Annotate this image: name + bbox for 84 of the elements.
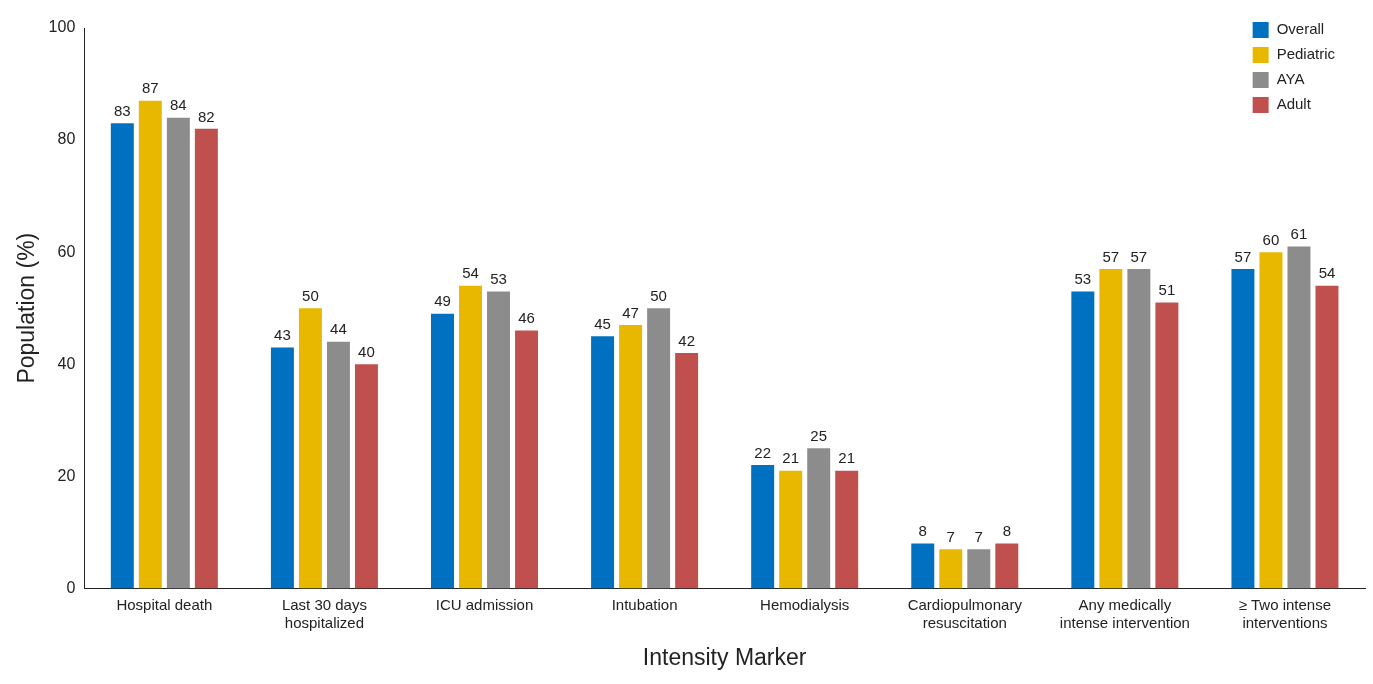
data-label: 53 bbox=[1074, 270, 1092, 288]
bar bbox=[166, 117, 190, 589]
bar bbox=[1259, 252, 1283, 589]
data-label: 21 bbox=[838, 449, 856, 467]
legend-label: AYA bbox=[1276, 70, 1305, 88]
data-label: 40 bbox=[358, 342, 375, 360]
bar bbox=[1071, 291, 1095, 589]
bar bbox=[939, 549, 963, 589]
bar bbox=[270, 347, 294, 589]
data-label: 42 bbox=[678, 331, 695, 349]
x-tick-label: ≥ Two intense interventions bbox=[1238, 595, 1332, 631]
legend-label: Overall bbox=[1276, 20, 1325, 38]
data-label: 57 bbox=[1130, 247, 1148, 265]
data-label: 49 bbox=[434, 292, 451, 310]
legend-label: Pediatric bbox=[1276, 45, 1336, 63]
data-label: 57 bbox=[1102, 247, 1120, 265]
data-label: 21 bbox=[782, 449, 800, 467]
legend-label: Adult bbox=[1276, 95, 1312, 113]
data-label: 7 bbox=[946, 527, 955, 545]
data-label: 25 bbox=[810, 426, 828, 444]
y-tick-label: 0 bbox=[66, 578, 76, 596]
bar bbox=[1287, 246, 1311, 589]
bar bbox=[1155, 302, 1179, 589]
bar bbox=[995, 543, 1019, 589]
bar bbox=[1127, 268, 1151, 589]
bar bbox=[835, 470, 859, 589]
y-tick-label: 80 bbox=[57, 130, 76, 148]
bar bbox=[298, 308, 322, 589]
bar bbox=[431, 313, 454, 589]
data-label: 50 bbox=[650, 286, 667, 304]
bar bbox=[194, 128, 218, 589]
data-label: 8 bbox=[1002, 522, 1011, 540]
x-tick-label: ICU admission bbox=[435, 595, 534, 613]
data-label: 43 bbox=[274, 326, 291, 344]
data-label: 8 bbox=[918, 522, 927, 540]
bar bbox=[1315, 285, 1339, 589]
bar bbox=[354, 364, 378, 589]
bar bbox=[459, 285, 482, 589]
y-tick-label: 60 bbox=[57, 242, 76, 260]
x-tick-label: Hemodialysis bbox=[760, 595, 850, 613]
bar bbox=[591, 336, 615, 589]
data-label: 87 bbox=[141, 79, 159, 97]
data-label: 54 bbox=[462, 264, 479, 282]
bar bbox=[326, 341, 350, 589]
data-label: 83 bbox=[113, 101, 131, 119]
bar bbox=[515, 330, 539, 589]
y-axis-title: Population (%) bbox=[13, 232, 40, 384]
data-label: 47 bbox=[622, 303, 639, 321]
bar bbox=[807, 448, 831, 589]
data-label: 60 bbox=[1262, 230, 1280, 248]
data-label: 46 bbox=[518, 309, 535, 327]
bar bbox=[779, 470, 803, 589]
bar bbox=[911, 543, 935, 589]
data-label: 51 bbox=[1158, 281, 1176, 299]
bar bbox=[110, 123, 134, 589]
data-label: 7 bbox=[974, 527, 983, 545]
bar bbox=[619, 325, 643, 589]
y-tick-label: 20 bbox=[57, 466, 76, 484]
data-label: 61 bbox=[1290, 225, 1308, 243]
data-label: 82 bbox=[198, 107, 215, 125]
x-tick-label: Any medically intense intervention bbox=[1059, 595, 1190, 631]
data-label: 22 bbox=[754, 443, 772, 461]
bar bbox=[751, 465, 775, 589]
x-tick-label: Cardiopulmonary resuscitation bbox=[907, 595, 1023, 631]
data-label: 44 bbox=[330, 320, 347, 338]
y-tick-label: 100 bbox=[48, 18, 76, 36]
y-tick-label: 40 bbox=[57, 354, 76, 372]
bar bbox=[647, 308, 671, 589]
bar bbox=[967, 549, 991, 589]
data-label: 57 bbox=[1234, 247, 1252, 265]
data-label: 54 bbox=[1318, 264, 1336, 282]
bar bbox=[1231, 268, 1255, 589]
x-tick-label: Last 30 days hospitalized bbox=[281, 595, 367, 631]
bar bbox=[1099, 268, 1123, 589]
data-label: 53 bbox=[490, 270, 507, 288]
bar bbox=[487, 291, 511, 589]
x-tick-label: Hospital death bbox=[116, 595, 213, 613]
x-axis-title: Intensity Marker bbox=[642, 643, 807, 670]
bar bbox=[675, 353, 699, 589]
bar bbox=[138, 100, 162, 589]
data-label: 50 bbox=[302, 286, 319, 304]
data-label: 84 bbox=[170, 96, 187, 114]
data-label: 45 bbox=[594, 314, 611, 332]
x-tick-label: Intubation bbox=[611, 595, 678, 613]
